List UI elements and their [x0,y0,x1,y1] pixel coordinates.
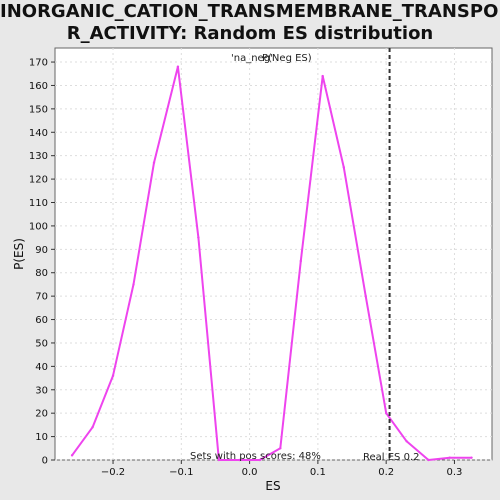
y-tick-label: 70 [35,292,48,303]
data-point [299,259,303,263]
data-point [152,161,156,164]
y-tick-label: 140 [29,128,48,139]
data-point [321,74,324,78]
data-point [132,283,135,286]
data-point [384,411,388,415]
x-tick-label: −0.1 [169,467,193,478]
data-point [364,294,367,298]
y-tick-label: 0 [42,456,48,467]
chart-title-line-1: INORGANIC_CATION_TRANSMEMBRANE_TRANSPORT… [0,1,500,22]
data-point [427,458,430,462]
y-tick-label: 120 [29,175,48,186]
chart-title-line-2: R_ACTIVITY: Random ES distribution [66,23,434,44]
y-tick-label: 80 [35,268,48,279]
x-tick-label: 0.3 [446,467,462,478]
x-tick-label: 0.0 [242,467,258,478]
series-line-0 [71,65,472,461]
real-es-label: Real ES 0.2 [363,452,419,463]
plot-area [54,47,493,461]
y-tick-label: 150 [29,104,48,115]
series-layer [70,65,473,462]
data-point [197,236,200,239]
y-tick-label: 110 [29,198,48,209]
y-tick-label: 20 [35,409,48,420]
data-point [238,458,241,462]
y-tick-label: 170 [29,58,48,69]
x-axis-label: ES [265,479,280,493]
pos-scores-annotation: Sets with pos scores: 48% [190,451,321,462]
data-point [176,65,180,68]
grid [55,48,492,461]
y-tick-label: 40 [35,362,48,373]
data-point [405,440,408,443]
data-point [448,456,451,459]
y-tick-label: 10 [35,432,48,443]
legend-label-p-neg-es: P(Neg ES) [262,53,312,64]
data-point [258,458,262,462]
legend-label-na-neg: 'na_neg' [231,53,273,64]
y-tick-label: 90 [35,245,48,256]
data-point [470,456,473,459]
x-tick-label: −0.2 [101,467,125,478]
axes: 0 10 20 30 40 50 60 70 80 90 100 110 120 130 140 150 160… [29,58,462,478]
y-axis-label: P(ES) [12,238,26,270]
data-point [279,447,282,450]
data-point [70,454,74,457]
x-tick-label: 0.1 [310,467,326,478]
y-tick-label: 130 [29,151,48,162]
data-point [91,426,94,429]
chart-title: INORGANIC_CATION_TRANSMEMBRANE_TRANSPORT… [0,1,500,45]
data-point [217,458,221,462]
data-point [342,166,346,169]
y-tick-label: 100 [29,221,48,232]
x-tick-label: 0.2 [378,467,394,478]
data-point [111,374,115,377]
y-tick-label: 160 [29,81,48,92]
y-tick-label: 30 [35,385,48,396]
y-tick-label: 60 [35,315,48,326]
y-tick-label: 50 [35,338,48,349]
